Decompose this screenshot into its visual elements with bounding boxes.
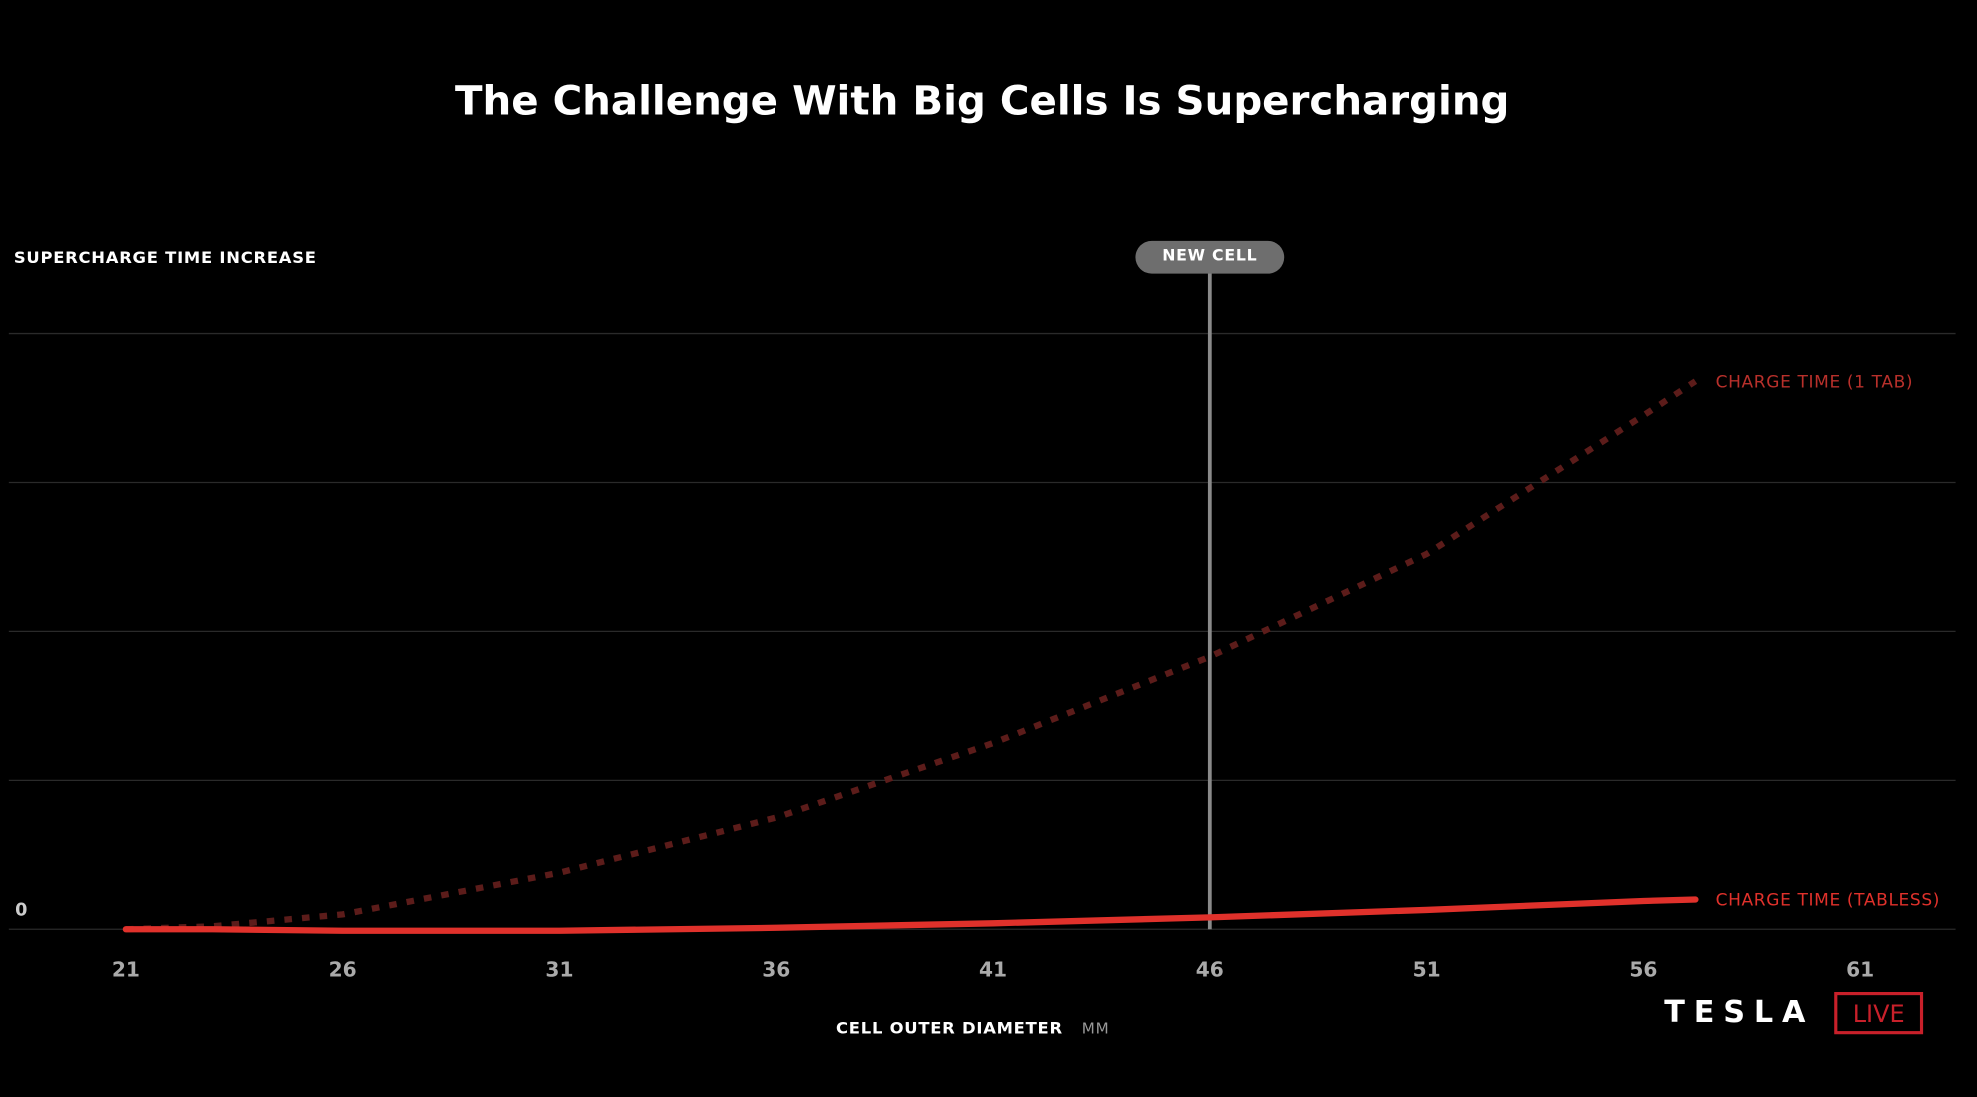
annotation-badge: [1135, 240, 1285, 274]
x-tick-label: 21: [112, 957, 140, 981]
x-axis-unit: MM: [1082, 1019, 1110, 1037]
logo-badge-box: [1834, 992, 1924, 1035]
series-line: [125, 378, 1698, 933]
x-tick-label: 31: [545, 957, 573, 981]
x-tick-label: 56: [1629, 957, 1657, 981]
y-axis-label: SUPERCHARGE TIME INCREASE: [14, 248, 317, 267]
logo-badge: LIVE: [1853, 1000, 1905, 1028]
series-label: CHARGE TIME (1 TAB): [1716, 372, 1914, 392]
annotation-label: NEW CELL: [1162, 245, 1257, 264]
x-tick-label: 41: [979, 957, 1007, 981]
chart-title: The Challenge With Big Cells Is Supercha…: [455, 77, 1509, 124]
x-tick-label: 61: [1846, 957, 1874, 981]
logo-brand: TESLA: [1664, 995, 1814, 1030]
x-tick-label: 26: [329, 957, 357, 981]
x-axis-label: CELL OUTER DIAMETER: [836, 1018, 1063, 1037]
series-line: [122, 896, 1699, 934]
y-tick-label: 0: [15, 900, 27, 920]
x-tick-label: 36: [762, 957, 790, 981]
x-tick-label: 51: [1413, 957, 1441, 981]
x-tick-label: 46: [1196, 957, 1224, 981]
series-label: CHARGE TIME (TABLESS): [1716, 891, 1940, 911]
